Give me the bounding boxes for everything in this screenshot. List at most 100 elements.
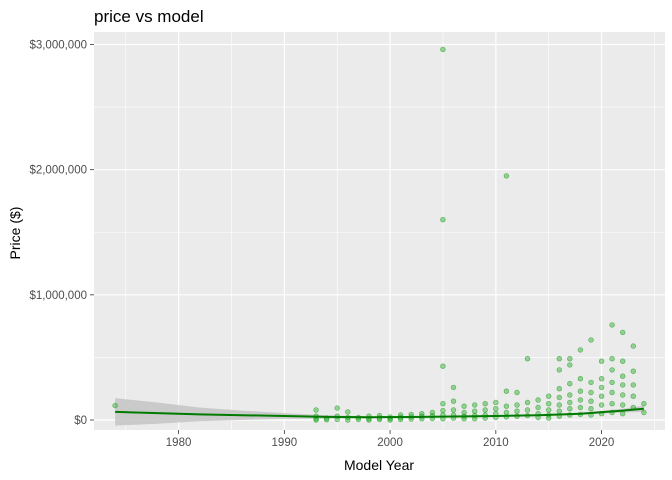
data-point (598, 393, 605, 399)
data-point (567, 406, 573, 412)
data-point (482, 407, 488, 413)
data-point (545, 415, 552, 421)
data-point (313, 417, 319, 423)
data-point (577, 404, 584, 411)
data-point (482, 401, 488, 407)
data-point (577, 376, 584, 382)
data-point (577, 347, 584, 353)
data-point (514, 408, 520, 414)
data-point (598, 402, 605, 408)
x-tick-label: 1990 (272, 437, 298, 449)
data-point (524, 356, 531, 362)
x-axis: 1980 1990 2000 2010 2020 (166, 430, 615, 449)
data-point (567, 362, 573, 368)
data-point (556, 408, 562, 414)
data-point (514, 389, 520, 396)
data-point (545, 407, 552, 413)
data-point (461, 403, 467, 409)
data-point (609, 379, 615, 386)
data-point (609, 401, 615, 407)
data-point (323, 417, 330, 423)
x-axis-title: Model Year (344, 457, 414, 473)
data-point (630, 393, 636, 399)
data-point (440, 363, 446, 369)
data-point (461, 409, 467, 416)
data-point (641, 409, 647, 416)
data-point (112, 402, 118, 409)
data-point (556, 386, 562, 392)
data-point (503, 388, 510, 394)
data-point (366, 417, 372, 423)
data-point (619, 402, 626, 408)
y-axis: $0 $1,000,000 $2,000,000 $3,000,000 (29, 40, 94, 427)
data-point (567, 356, 573, 362)
data-point (440, 401, 446, 407)
data-point (493, 399, 499, 406)
y-axis-title: Price ($) (7, 207, 23, 260)
data-point (619, 373, 626, 379)
data-point (387, 417, 393, 423)
data-point (609, 322, 615, 328)
data-point (577, 388, 584, 394)
data-point (556, 367, 562, 373)
data-point (619, 411, 626, 417)
data-point (450, 407, 457, 413)
confidence-band-area (115, 398, 644, 426)
data-point (440, 217, 446, 223)
confidence-band (115, 398, 644, 426)
smooth-line (115, 407, 644, 419)
data-point (609, 389, 615, 396)
data-point (545, 393, 552, 399)
data-point (345, 409, 351, 415)
data-point (619, 382, 626, 388)
data-point (588, 337, 594, 343)
data-point (619, 358, 626, 364)
data-point (345, 417, 351, 423)
data-point (334, 405, 340, 411)
data-point (313, 407, 319, 413)
data-point (556, 402, 562, 408)
y-tick-label: $3,000,000 (29, 40, 87, 52)
data-point (450, 398, 457, 404)
y-tick-label: $2,000,000 (29, 165, 87, 177)
y-tick-label: $0 (74, 415, 87, 427)
data-point (535, 397, 541, 403)
data-point (598, 376, 605, 382)
data-point (630, 368, 636, 374)
data-point (450, 384, 457, 391)
data-point (588, 389, 594, 396)
data-point (641, 401, 647, 407)
plot-panel (94, 32, 665, 430)
x-tick-label: 1980 (166, 437, 192, 449)
data-point (514, 402, 520, 408)
data-point (609, 367, 615, 373)
data-point (556, 394, 562, 401)
data-point (598, 384, 605, 391)
data-point (567, 381, 573, 387)
smooth-trend-line (115, 407, 644, 419)
data-point (472, 402, 478, 408)
x-tick-label: 2020 (589, 437, 615, 449)
data-point (609, 356, 615, 362)
data-point (556, 356, 562, 362)
x-tick-label: 2010 (483, 437, 509, 449)
data-point (588, 379, 594, 386)
data-point (619, 329, 626, 336)
chart-title: price vs model (94, 7, 204, 26)
data-point (503, 403, 510, 409)
data-point (472, 408, 478, 414)
data-point (503, 409, 510, 416)
y-tick-label: $1,000,000 (29, 290, 87, 302)
data-point (577, 397, 584, 403)
data-point (524, 407, 531, 413)
data-point (588, 406, 594, 412)
data-point (630, 343, 636, 349)
data-point (567, 392, 573, 398)
data-point (545, 401, 552, 407)
data-point (440, 46, 446, 53)
data-point (619, 392, 626, 398)
data-point (440, 407, 446, 414)
data-point (588, 398, 594, 404)
data-point (493, 406, 499, 412)
